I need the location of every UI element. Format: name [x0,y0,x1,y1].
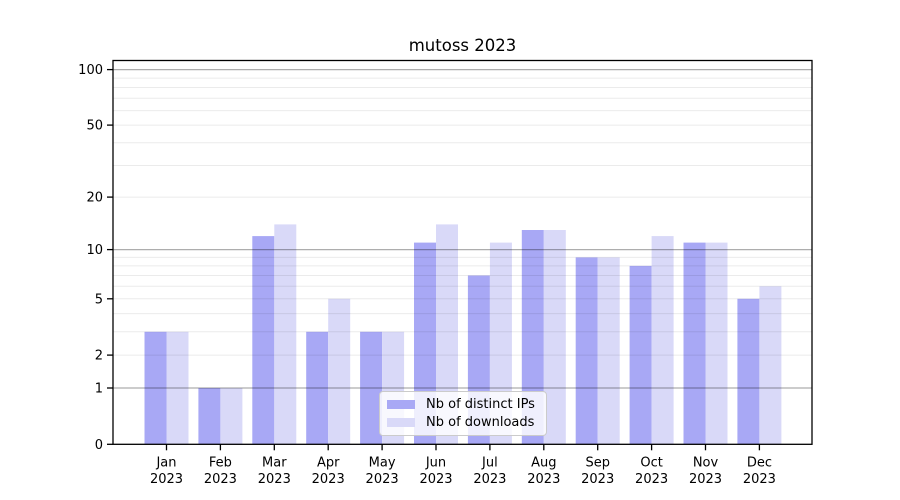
y-tick-label-0: 0 [95,438,103,453]
x-tick-label-month-feb: Feb [209,456,232,471]
legend-swatch-downloads [387,417,415,427]
x-tick-label-month-may: May [369,456,396,471]
y-tick-label-1: 1 [95,382,103,397]
x-tick-label-year-feb: 2023 [204,472,237,487]
legend-item-downloads: Nb of downloads [387,415,537,430]
bar-distinct-ips-nov [683,242,706,445]
x-tick-label-year-nov: 2023 [689,472,722,487]
x-tick-label-month-oct: Oct [640,456,662,471]
x-tick-label-month-mar: Mar [262,456,287,471]
x-tick-label-year-oct: 2023 [635,472,668,487]
x-tick-label-year-may: 2023 [366,472,399,487]
x-tick-label-year-dec: 2023 [743,472,776,487]
bar-downloads-dec [759,286,782,445]
bar-distinct-ips-mar [252,236,275,445]
x-tick-label-year-jun: 2023 [419,472,452,487]
bar-downloads-jan [166,331,189,445]
x-tick-label-month-dec: Dec [747,456,772,471]
bar-distinct-ips-oct [629,265,652,445]
y-tick-label-5: 5 [95,292,103,307]
chart-title: mutoss 2023 [408,36,517,55]
bar-downloads-feb [220,388,243,445]
bar-distinct-ips-aug [521,230,544,445]
bar-distinct-ips-apr [306,331,329,445]
bar-downloads-mar [274,224,297,445]
x-tick-label-year-aug: 2023 [527,472,560,487]
x-tick-label-year-jul: 2023 [473,472,506,487]
bar-distinct-ips-jan [144,331,167,445]
y-tick-label-10: 10 [86,243,103,258]
x-tick-label-month-jun: Jun [425,456,446,471]
bar-distinct-ips-feb [198,388,221,445]
bar-downloads-jun [436,224,458,445]
plot-border [112,59,813,445]
bar-distinct-ips-sep [575,257,598,445]
x-tick-label-year-mar: 2023 [258,472,291,487]
x-tick-label-year-apr: 2023 [312,472,345,487]
legend-swatch-distinct-ips [387,400,415,410]
bar-downloads-nov [705,242,728,445]
legend-item-distinct-ips: Nb of distinct IPs [387,397,537,412]
bar-downloads-apr [328,298,351,445]
legend-label-distinct-ips: Nb of distinct IPs [426,397,535,413]
y-tick-label-20: 20 [86,191,103,206]
x-tick-label-month-jul: Jul [481,456,498,471]
x-tick-label-month-jan: Jan [155,456,176,471]
bar-downloads-sep [597,257,620,445]
y-tick-label-2: 2 [95,349,103,364]
bar-distinct-ips-may [360,331,383,445]
x-tick-label-year-sep: 2023 [581,472,614,487]
y-tick-label-50: 50 [86,119,103,134]
x-tick-label-month-apr: Apr [317,456,340,471]
y-tick-label-100: 100 [78,63,103,78]
bar-distinct-ips-dec [737,298,760,445]
x-tick-label-month-sep: Sep [585,456,610,471]
x-tick-label-year-jan: 2023 [150,472,183,487]
legend: Nb of distinct IPs Nb of downloads [379,391,547,436]
x-tick-label-month-nov: Nov [693,456,719,471]
legend-label-downloads: Nb of downloads [426,414,535,430]
bar-downloads-aug [543,230,566,445]
bar-downloads-oct [651,236,674,445]
x-tick-label-month-aug: Aug [531,456,556,471]
